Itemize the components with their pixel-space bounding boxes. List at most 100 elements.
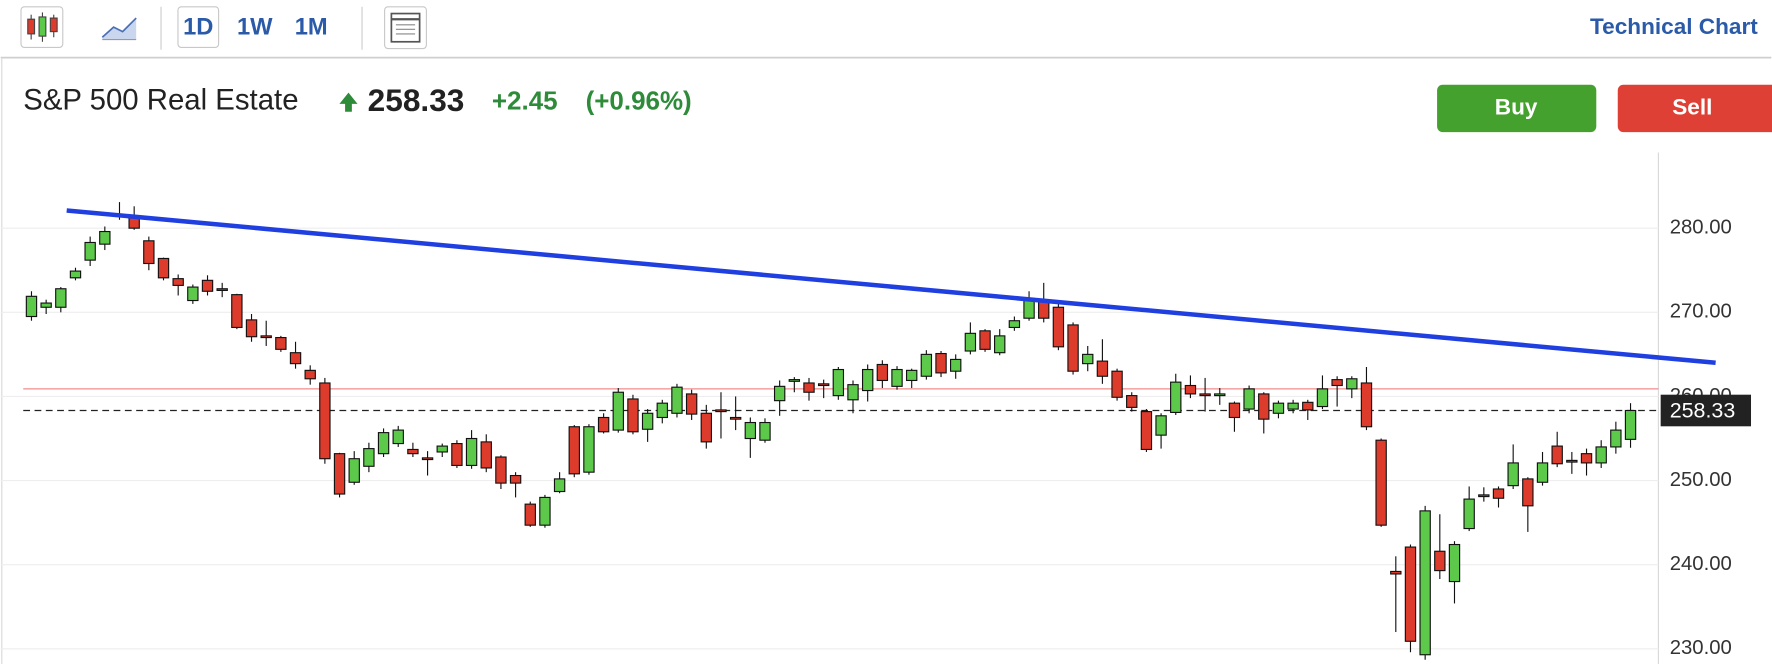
candle-body [817, 383, 830, 387]
candle-body [671, 386, 683, 414]
candle-body [1272, 402, 1285, 414]
sell-label[interactable]: Sell [1672, 94, 1712, 119]
candle-body [627, 398, 639, 433]
candle-body [275, 336, 287, 350]
candle-icon-button[interactable] [20, 6, 64, 48]
candle-body [553, 478, 566, 493]
candle-body [1448, 543, 1461, 583]
candle-body [1302, 401, 1314, 411]
candle-body [1023, 299, 1035, 319]
candle-body [1566, 459, 1578, 463]
candle-body [847, 384, 859, 401]
candle-body [245, 319, 258, 338]
candle-body [1184, 384, 1197, 395]
candle-body [994, 335, 1006, 354]
candle-body [788, 379, 801, 382]
range-selected-box [177, 6, 220, 48]
candle-body [392, 429, 404, 445]
candle-body [729, 416, 742, 420]
candle-body [891, 368, 903, 387]
candle-body [1346, 378, 1358, 390]
buy-label[interactable]: Buy [1495, 94, 1538, 119]
candle-body [685, 393, 698, 415]
candle-body [333, 453, 346, 495]
candle-body [377, 432, 390, 455]
range-button[interactable]: 1D [183, 14, 213, 40]
candle-body [99, 230, 111, 245]
candle-body [319, 382, 331, 460]
candle-body [1610, 429, 1622, 448]
candle-body [979, 330, 991, 350]
candle-body [1331, 379, 1343, 387]
candle-body [1551, 445, 1563, 465]
candle-body [583, 426, 595, 473]
candle-body [1126, 395, 1138, 408]
layout-icon-button[interactable] [384, 6, 427, 50]
candle-body [231, 294, 243, 329]
candle-body [1096, 360, 1109, 377]
candle-body [935, 352, 947, 374]
candle-body [451, 442, 463, 467]
change-percent: (+0.96%) [586, 86, 692, 116]
line-icon-button[interactable] [101, 17, 137, 41]
candle-body [1082, 353, 1094, 365]
candle-body [1360, 382, 1373, 428]
range-button[interactable]: 1M [295, 14, 328, 40]
candle-body [55, 288, 67, 308]
candle-body [1595, 446, 1607, 464]
candle-body [1580, 453, 1593, 464]
buy-button[interactable] [1437, 84, 1597, 133]
candle-body [480, 441, 492, 469]
change: +2.45 [492, 86, 558, 116]
candle-body [172, 278, 184, 286]
candle-body [1140, 411, 1153, 451]
candle-body [84, 241, 96, 261]
candle-body [1419, 510, 1431, 656]
y-tick-label: 240.00 [1670, 553, 1732, 575]
candle-body [1243, 388, 1255, 410]
candle-body [876, 363, 889, 382]
candle-body [773, 385, 786, 402]
candle-body [363, 448, 375, 467]
candle-body [1507, 462, 1519, 487]
candle-body [1287, 402, 1299, 410]
candle-body [1052, 306, 1065, 348]
trendline [66, 208, 1716, 366]
sell-button[interactable] [1617, 84, 1772, 133]
candle-body [187, 286, 199, 302]
candle-body [715, 409, 727, 413]
technical-chart-link[interactable]: Technical Chart [1590, 14, 1758, 39]
candle-body [597, 416, 610, 433]
range-button[interactable]: 1W [237, 14, 273, 40]
last-price-tag [1660, 394, 1752, 427]
y-tick-label: 280.00 [1670, 217, 1732, 239]
candle-body [612, 391, 624, 431]
candle-body [1390, 570, 1402, 575]
y-tick-label: 230.00 [1670, 637, 1732, 659]
candle-body [803, 382, 815, 393]
candle-body [260, 335, 272, 339]
candle-body [348, 458, 360, 483]
candle-body [1434, 550, 1446, 572]
last-price-label: 258.33 [1670, 398, 1736, 422]
plot: 230.00240.00250.00260.00270.00280.00258.… [0, 202, 1752, 660]
y-tick-label: 270.00 [1670, 301, 1732, 323]
candle-body [1624, 409, 1637, 440]
candle-body [421, 457, 434, 461]
candle-body [1067, 324, 1079, 372]
candle-body [641, 412, 654, 430]
candle-body [69, 270, 82, 279]
candle-body [143, 240, 155, 265]
candle-body [1478, 494, 1490, 498]
candle-body [1228, 402, 1241, 419]
candle-body [1536, 462, 1549, 483]
candle-body [1316, 388, 1329, 408]
candle-body [216, 288, 228, 292]
candle-body [1170, 381, 1182, 413]
candle-body [539, 496, 551, 526]
candle-body [407, 448, 419, 455]
candle-body [700, 412, 713, 443]
candle-body [40, 302, 52, 308]
candle-body [1375, 439, 1387, 526]
